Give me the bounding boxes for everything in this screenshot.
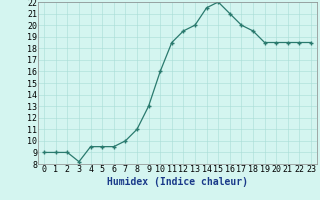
X-axis label: Humidex (Indice chaleur): Humidex (Indice chaleur)	[107, 177, 248, 187]
